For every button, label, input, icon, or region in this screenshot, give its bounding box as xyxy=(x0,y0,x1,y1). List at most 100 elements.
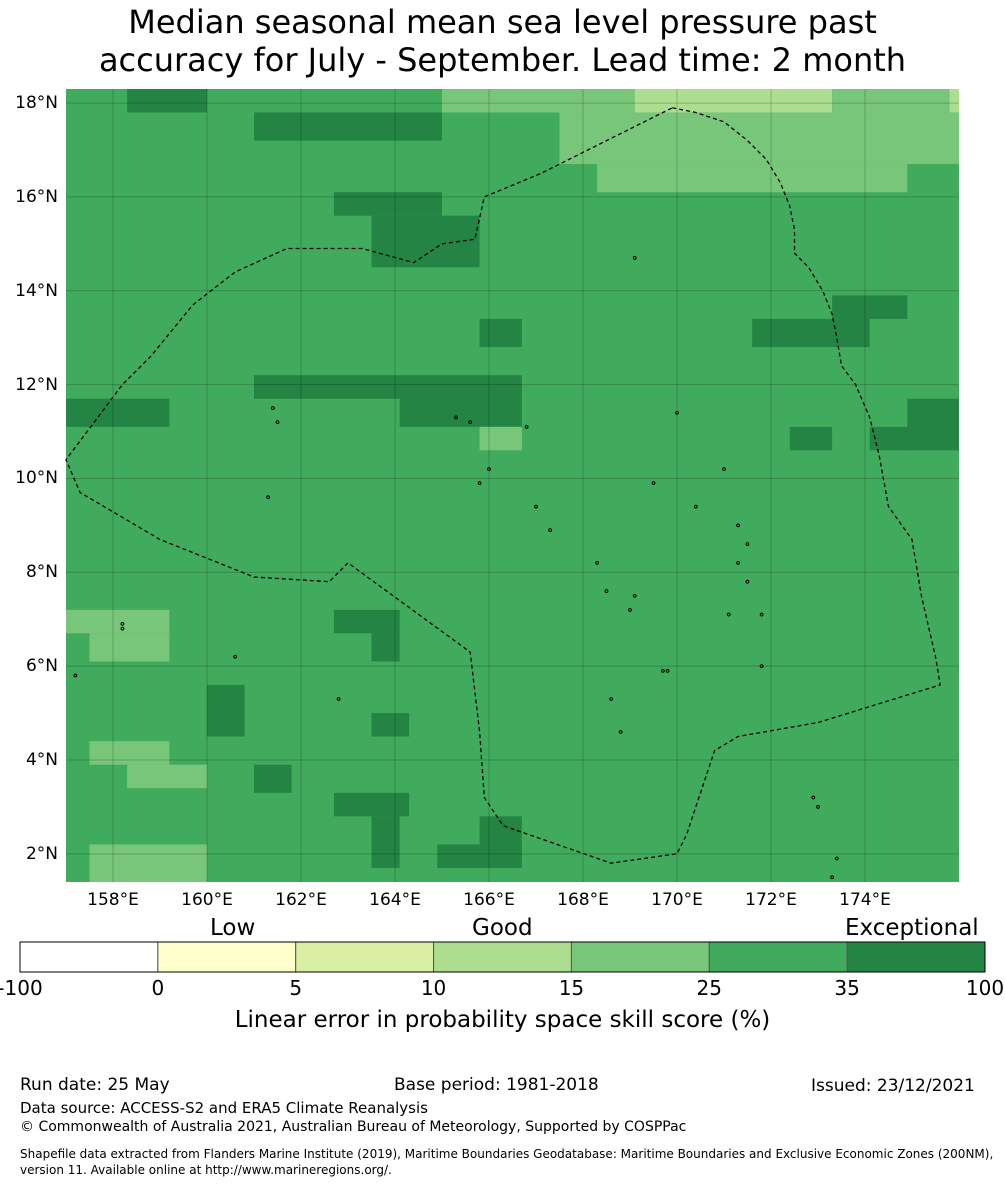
colorbar-label-exceptional: Exceptional xyxy=(845,915,979,941)
colorbar-label-low: Low xyxy=(210,915,256,941)
copyright-notice: © Commonwealth of Australia 2021, Austra… xyxy=(20,1119,687,1135)
lat-label: 12°N xyxy=(15,374,58,395)
island xyxy=(632,593,637,598)
skill-cell xyxy=(66,398,170,427)
skill-cell xyxy=(869,426,912,451)
island xyxy=(524,424,529,429)
colorbar-tick: 35 xyxy=(834,976,860,1000)
colorbar-swatch xyxy=(157,941,297,973)
lat-label: 18°N xyxy=(15,93,58,114)
colorbar-tick: 5 xyxy=(289,976,303,1000)
skill-cell xyxy=(634,89,833,113)
skill-cell xyxy=(254,764,292,793)
skill-cell xyxy=(371,215,442,268)
lon-label: 174°E xyxy=(839,890,891,910)
island xyxy=(722,467,726,471)
skill-cell xyxy=(254,375,522,399)
skill-cell xyxy=(399,398,522,427)
skill-cell xyxy=(832,295,908,319)
island xyxy=(736,561,740,565)
colorbar-title: Linear error in probability space skill … xyxy=(234,1007,771,1033)
skill-cell xyxy=(442,215,480,268)
island xyxy=(759,664,764,669)
colorbar-label-good: Good xyxy=(472,915,533,941)
lat-label: 6°N xyxy=(25,656,58,677)
island xyxy=(736,523,740,528)
lon-label: 164°E xyxy=(369,890,421,910)
skill-cell xyxy=(89,741,170,765)
skill-cell xyxy=(442,89,635,113)
island xyxy=(73,673,78,678)
skill-cell xyxy=(559,112,959,165)
island xyxy=(468,420,473,425)
data-source: Data source: ACCESS-S2 and ERA5 Climate … xyxy=(20,1099,428,1117)
island xyxy=(675,410,679,415)
skill-cell xyxy=(333,609,400,634)
lon-label: 158°E xyxy=(87,890,139,910)
colorbar-tick: 0 xyxy=(151,976,165,1000)
island xyxy=(266,495,271,500)
skill-cell xyxy=(127,89,207,113)
island xyxy=(233,654,238,659)
issued-date: Issued: 23/12/2021 xyxy=(811,1076,975,1096)
colorbar-tick: 10 xyxy=(420,976,447,1000)
island xyxy=(834,856,839,861)
colorbar xyxy=(19,941,986,973)
colorbar-swatch xyxy=(708,941,848,973)
skill-cell xyxy=(437,844,522,868)
lat-label: 10°N xyxy=(15,468,58,489)
map-title-line-1: Median seasonal mean sea level pressure … xyxy=(128,3,877,41)
colorbar-tick: 25 xyxy=(696,976,722,1000)
island xyxy=(120,626,125,631)
skill-cell xyxy=(597,164,908,193)
skill-cell xyxy=(371,816,400,868)
lon-label: 172°E xyxy=(745,890,797,910)
skill-cell xyxy=(333,192,442,216)
lat-label: 16°N xyxy=(15,186,58,207)
lon-label: 160°E xyxy=(181,890,233,910)
map-title-line-2: accuracy for July - September. Lead time… xyxy=(98,41,907,79)
lat-label: 4°N xyxy=(25,750,58,770)
skill-cell xyxy=(89,844,207,882)
island xyxy=(759,612,764,617)
island xyxy=(609,697,614,701)
lon-label: 170°E xyxy=(651,890,703,910)
skill-cell xyxy=(254,112,442,141)
run-date: Run date: 25 May xyxy=(20,1075,170,1095)
island xyxy=(270,406,275,410)
island xyxy=(477,481,482,486)
base-period: Base period: 1981-2018 xyxy=(394,1075,599,1095)
island xyxy=(534,504,538,509)
island xyxy=(275,420,280,425)
skill-cell xyxy=(907,398,959,451)
island xyxy=(604,589,609,593)
skill-cell xyxy=(371,633,400,662)
island xyxy=(628,607,632,612)
island xyxy=(726,612,731,617)
skill-cell xyxy=(207,684,245,737)
island xyxy=(454,415,459,420)
island xyxy=(651,481,656,486)
skill-cell xyxy=(371,713,410,737)
skill-cell xyxy=(66,609,170,634)
skill-cell xyxy=(333,792,410,817)
skill-cell xyxy=(789,426,833,451)
skill-cell xyxy=(752,318,870,348)
island xyxy=(816,805,820,809)
eez-boundary xyxy=(65,107,941,864)
colorbar-swatch xyxy=(433,941,572,973)
island xyxy=(661,668,665,673)
lat-label: 2°N xyxy=(25,843,58,864)
colorbar-frame xyxy=(19,941,986,973)
skill-cell xyxy=(479,816,522,845)
skill-cell xyxy=(479,318,522,348)
island xyxy=(745,579,750,584)
island xyxy=(745,542,750,547)
lat-label: 14°N xyxy=(15,280,58,301)
island xyxy=(487,467,491,471)
island xyxy=(632,256,637,260)
colorbar-tick: 15 xyxy=(558,976,585,1000)
skill-cell xyxy=(832,89,950,113)
skill-cell xyxy=(89,633,170,662)
map-background xyxy=(66,89,959,882)
